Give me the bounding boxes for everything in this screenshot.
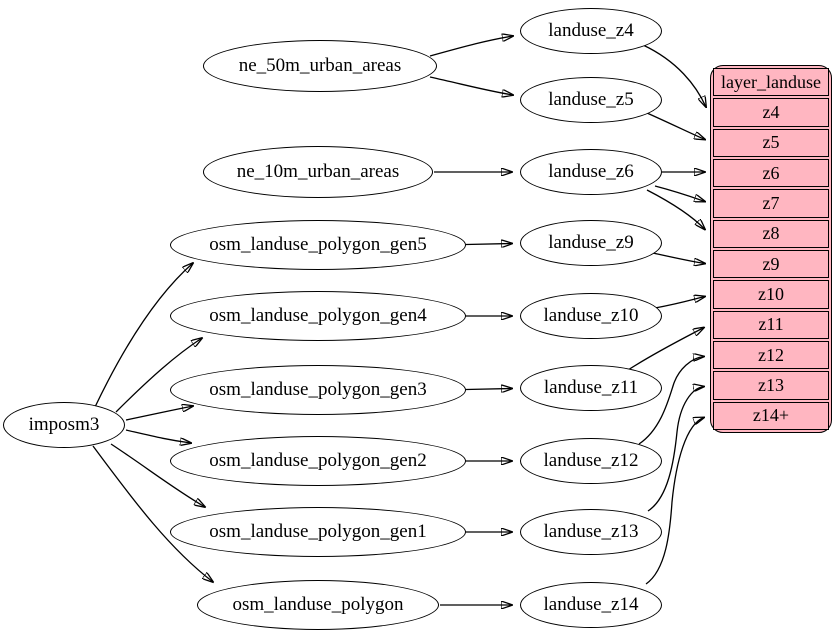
node-ne-50m-urban-areas[interactable]: ne_50m_urban_areas [203,40,437,92]
node-landuse-z5[interactable]: landuse_z5 [520,77,662,123]
node-landuse-z11[interactable]: landuse_z11 [520,365,662,411]
table-row-z12: z12 [713,340,829,370]
node-osm-landuse-polygon-gen3-label: osm_landuse_polygon_gen3 [209,379,427,400]
edge-gen3-to-landuse-z11 [465,389,512,390]
node-landuse-z13-label: landuse_z13 [543,521,639,542]
node-landuse-z5-label: landuse_z5 [548,89,634,110]
node-osm-landuse-polygon-gen3[interactable]: osm_landuse_polygon_gen3 [170,365,466,415]
node-osm-landuse-polygon-gen4[interactable]: osm_landuse_polygon_gen4 [170,291,466,341]
node-landuse-z14-label: landuse_z14 [543,594,639,615]
edge-imposm3-to-gen4 [115,338,202,413]
node-landuse-z10-label: landuse_z10 [543,305,639,326]
node-landuse-z6-label: landuse_z6 [548,161,634,182]
node-imposm3-label: imposm3 [28,414,100,435]
node-landuse-z9[interactable]: landuse_z9 [520,220,662,266]
node-ne-10m-urban-areas-label: ne_10m_urban_areas [236,161,400,182]
node-imposm3[interactable]: imposm3 [3,402,125,448]
edge-landuse-z6-to-row-z8 [646,189,705,230]
edge-ne50m-to-landuse-z4 [429,36,513,57]
table-row-z7: z7 [713,189,829,218]
node-ne-10m-urban-areas[interactable]: ne_10m_urban_areas [203,146,433,198]
node-landuse-z12-label: landuse_z12 [543,450,639,471]
table-header-layer-landuse: layer_landuse [713,68,829,97]
edge-imposm3-to-gen3 [125,406,193,421]
edge-landuse-z14-to-row-z14plus [645,418,704,585]
node-landuse-z13[interactable]: landuse_z13 [520,509,662,555]
table-row-z13: z13 [713,371,829,400]
edge-landuse-z12-to-row-z12 [638,357,704,445]
edge-landuse-z9-to-row-z9 [652,252,705,264]
table-row-z14plus: z14+ [713,401,829,430]
node-osm-landuse-polygon-gen5[interactable]: osm_landuse_polygon_gen5 [170,220,466,270]
table-row-z6: z6 [713,158,829,188]
node-osm-landuse-polygon-gen5-label: osm_landuse_polygon_gen5 [209,234,427,255]
node-osm-landuse-polygon-label: osm_landuse_polygon [232,594,404,615]
node-landuse-z14[interactable]: landuse_z14 [520,582,662,628]
node-landuse-z10[interactable]: landuse_z10 [520,293,662,339]
node-osm-landuse-polygon-gen2-label: osm_landuse_polygon_gen2 [209,450,427,471]
node-landuse-z12[interactable]: landuse_z12 [520,438,662,484]
edge-imposm3-to-gen5 [94,263,193,408]
edge-gen5-to-landuse-z9 [465,244,512,245]
node-ne-50m-urban-areas-label: ne_50m_urban_areas [238,55,402,76]
table-row-z5: z5 [713,128,829,157]
node-landuse-z4-label: landuse_z4 [548,20,634,41]
table-row-z8: z8 [713,219,829,248]
table-row-z10: z10 [713,280,829,309]
table-row-z11: z11 [713,310,829,339]
node-osm-landuse-polygon-gen1-label: osm_landuse_polygon_gen1 [209,521,427,542]
table-row-z9: z9 [713,249,829,279]
edge-landuse-z13-to-row-z13 [647,387,704,512]
edge-imposm3-to-gen1 [110,443,205,507]
edge-landuse-z4-to-row-z4 [642,44,706,107]
edge-landuse-z5-to-row-z5 [646,112,705,140]
node-layer-landuse-table[interactable]: layer_landuse z4 z5 z6 z7 z8 z9 z10 z11 … [710,65,832,433]
edge-landuse-z10-to-row-z10 [654,297,705,309]
edge-imposm3-to-polygon [92,445,213,582]
edge-imposm3-to-gen2 [125,429,191,443]
edge-landuse-z6-to-row-z7 [654,185,705,202]
node-landuse-z4[interactable]: landuse_z4 [520,8,662,54]
node-osm-landuse-polygon-gen2[interactable]: osm_landuse_polygon_gen2 [170,436,466,486]
node-landuse-z9-label: landuse_z9 [548,232,634,253]
node-osm-landuse-polygon-gen4-label: osm_landuse_polygon_gen4 [209,305,427,326]
node-landuse-z6[interactable]: landuse_z6 [520,149,662,195]
node-osm-landuse-polygon-gen1[interactable]: osm_landuse_polygon_gen1 [170,507,466,557]
edge-landuse-z11-to-row-z11 [627,328,704,371]
node-landuse-z11-label: landuse_z11 [543,377,639,398]
table-row-z4: z4 [713,98,829,127]
edge-ne50m-to-landuse-z5 [429,76,513,95]
node-osm-landuse-polygon[interactable]: osm_landuse_polygon [197,580,439,630]
